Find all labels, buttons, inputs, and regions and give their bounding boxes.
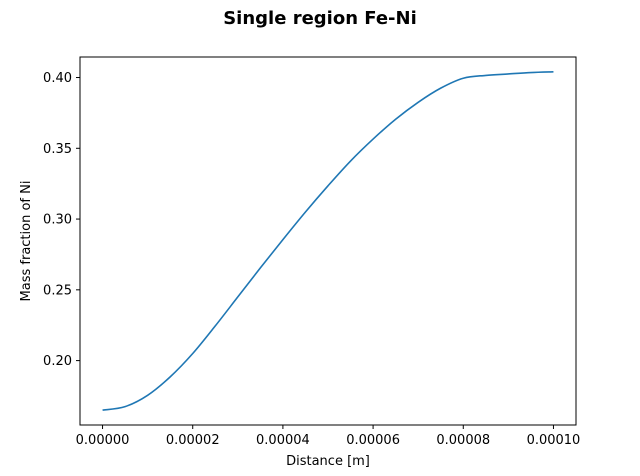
y-tick-label: 0.25: [43, 283, 72, 298]
x-tick-label: 0.00002: [166, 433, 220, 448]
x-axis-label: Distance [m]: [286, 454, 370, 469]
x-tick-label: 0.00006: [346, 433, 400, 448]
chart-title: Single region Fe-Ni: [223, 8, 417, 29]
y-axis-label: Mass fraction of Ni: [19, 181, 34, 302]
x-tick-label: 0.00008: [436, 433, 490, 448]
x-tick-label: 0.00010: [527, 433, 581, 448]
x-tick-label: 0.00004: [256, 433, 310, 448]
y-tick-label: 0.35: [43, 142, 72, 157]
y-tick-label: 0.20: [43, 354, 72, 369]
series-line: [102, 71, 554, 411]
y-tick-label: 0.40: [43, 71, 72, 86]
x-axis-ticks: 0.00000 0.00002 0.00004 0.00006 0.00008 0.000…: [76, 425, 581, 448]
x-tick-label: 0.00000: [76, 433, 130, 448]
plot-frame: [79, 56, 577, 426]
y-axis-ticks: 0.20 0.25 0.30 0.35 0.40: [43, 71, 80, 369]
y-tick-label: 0.30: [43, 213, 72, 228]
